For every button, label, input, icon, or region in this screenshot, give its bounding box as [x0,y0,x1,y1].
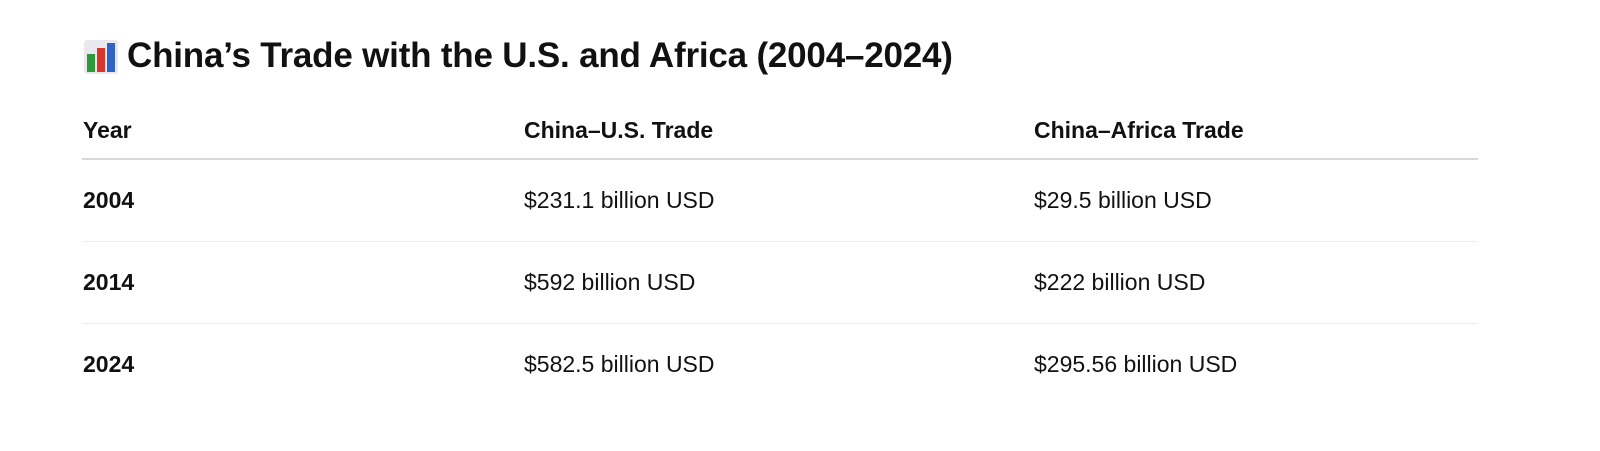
column-header: China–Africa Trade [1034,117,1244,143]
table-cell: $592 billion USD [524,269,696,295]
column-header: Year [83,117,132,143]
column-header: China–U.S. Trade [524,117,714,143]
table-cell: 2014 [83,269,135,295]
chart-icon [84,40,118,74]
table-cell: 2024 [83,351,135,377]
table-cell: 2004 [83,187,135,213]
table-cell: $295.56 billion USD [1034,351,1238,377]
table-cell: $582.5 billion USD [524,351,715,377]
table-cell: $222 billion USD [1034,269,1206,295]
title: China’s Trade with the U.S. and Africa (… [127,36,953,75]
table-cell: $29.5 billion USD [1034,187,1212,213]
row-rule [82,241,1478,242]
table-cell: $231.1 billion USD [524,187,715,213]
header-rule [82,158,1478,160]
row-rule [82,323,1478,324]
